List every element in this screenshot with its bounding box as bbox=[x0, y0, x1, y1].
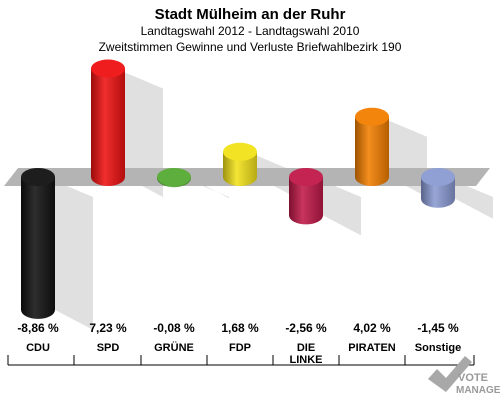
bar-piraten bbox=[355, 116, 389, 186]
category-axis bbox=[7, 355, 475, 366]
bar-cap bbox=[223, 142, 257, 161]
bar-shadow bbox=[125, 72, 163, 197]
bar-shadow bbox=[455, 181, 493, 219]
category-label: GRÜNE bbox=[154, 341, 194, 354]
bar-shadow bbox=[55, 181, 93, 330]
bar-cap bbox=[355, 107, 389, 126]
value-label: -2,56 % bbox=[285, 321, 327, 335]
watermark-text-2: MANAGER bbox=[456, 385, 500, 396]
bar-cap bbox=[91, 59, 125, 78]
value-label: -8,86 % bbox=[17, 321, 59, 335]
category-label: CDU bbox=[26, 342, 50, 354]
bar-cdu bbox=[21, 177, 55, 319]
category-label: DIE bbox=[297, 342, 315, 354]
chart-subtitle: Landtagswahl 2012 - Landtagswahl 2010 bbox=[141, 24, 360, 38]
checkmark-icon bbox=[428, 356, 472, 392]
value-label: 1,68 % bbox=[221, 321, 259, 335]
category-label: Sonstige bbox=[415, 342, 461, 354]
value-label: 7,23 % bbox=[89, 321, 127, 335]
chart-subtitle-2: Zweitstimmen Gewinne und Verluste Briefw… bbox=[99, 40, 402, 54]
value-label: -1,45 % bbox=[417, 321, 459, 335]
watermark-text: VOTE bbox=[458, 372, 488, 384]
chart-title: Stadt Mülheim an der Ruhr bbox=[155, 6, 346, 23]
bars bbox=[21, 59, 455, 319]
bar-die-linke bbox=[289, 177, 323, 225]
category-label: SPD bbox=[97, 342, 120, 354]
value-label: 4,02 % bbox=[353, 321, 391, 335]
bar-shadow bbox=[323, 181, 361, 236]
category-label: LINKE bbox=[290, 354, 323, 366]
value-labels: -8,86 % 7,23 % -0,08 % 1,68 % -2,56 % 4,02 % -… bbox=[17, 321, 459, 335]
bar-cap bbox=[421, 168, 455, 186]
bar-spd bbox=[91, 68, 125, 186]
vote-manager-logo: VOTE MANAGER bbox=[428, 356, 500, 396]
value-label: -0,08 % bbox=[153, 321, 195, 335]
bar-cap bbox=[157, 168, 191, 186]
category-label: PIRATEN bbox=[348, 342, 396, 354]
bar-cap bbox=[21, 168, 55, 186]
bar-fdp bbox=[223, 151, 257, 186]
category-label: FDP bbox=[229, 342, 251, 354]
bar-cap bbox=[289, 168, 323, 186]
